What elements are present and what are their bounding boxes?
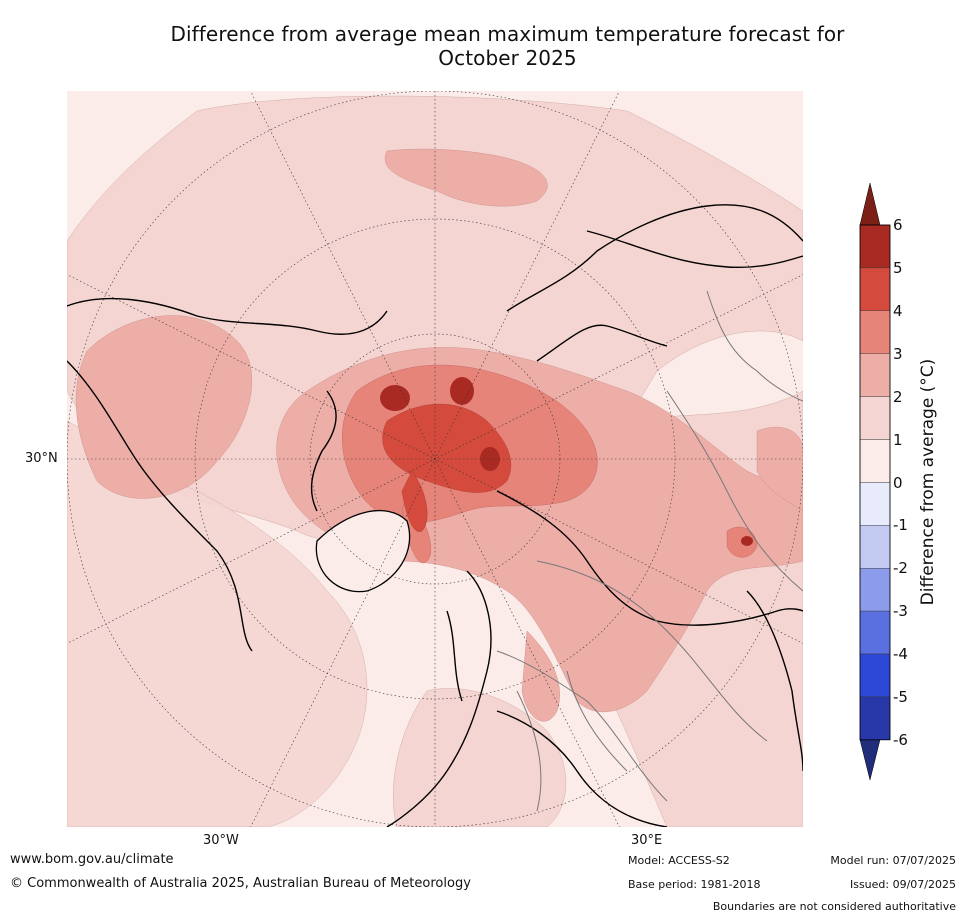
greenland-area xyxy=(315,509,411,593)
colorbar-tick-5: 5 xyxy=(893,259,903,277)
title-line-1: Difference from average mean maximum tem… xyxy=(170,22,845,46)
colorbar-tick-m4: -4 xyxy=(893,645,908,663)
colorbar-tick-1: 1 xyxy=(893,431,903,449)
colorbar-bin-m5-m4 xyxy=(859,653,891,698)
colorbar-tick-m6: -6 xyxy=(893,731,908,749)
colorbar-min-arrow xyxy=(859,739,881,781)
model-run-date: Model run: 07/07/2025 xyxy=(830,854,956,867)
colorbar-bin-m6-m5 xyxy=(859,696,891,741)
colorbar-tick-4: 4 xyxy=(893,302,903,320)
model-name: Model: ACCESS-S2 xyxy=(628,854,730,867)
colorbar-bin-5-6 xyxy=(859,224,891,269)
colorbar-tick-m1: -1 xyxy=(893,516,908,534)
forecast-map xyxy=(67,91,803,827)
colorbar-bin-m1-0 xyxy=(859,482,891,526)
boundaries-disclaimer: Boundaries are not considered authoritat… xyxy=(712,900,956,913)
colorbar-bin-4-5 xyxy=(859,267,891,312)
latitude-label-30n: 30°N xyxy=(25,451,58,466)
issued-date: Issued: 09/07/2025 xyxy=(849,878,956,891)
anomaly-band-5-6 xyxy=(380,377,753,546)
colorbar-tick-m5: -5 xyxy=(893,688,908,706)
map-title: Difference from average mean maximum tem… xyxy=(120,22,895,70)
longitude-label-30e: 30°E xyxy=(631,833,663,848)
colorbar-tick-0: 0 xyxy=(893,474,903,492)
colorbar-bin-1-2 xyxy=(859,396,891,440)
copyright-text: © Commonwealth of Australia 2025, Austra… xyxy=(10,876,471,891)
colorbar-tick-m3: -3 xyxy=(893,602,908,620)
anomaly-band-4-5 xyxy=(382,403,512,532)
longitude-label-30w: 30°W xyxy=(203,833,239,848)
colorbar xyxy=(859,182,891,781)
colorbar-bin-m4-m3 xyxy=(859,610,891,655)
colorbar-bin-m2-m1 xyxy=(859,525,891,569)
colorbar-tick-m2: -2 xyxy=(893,559,908,577)
title-line-2: October 2025 xyxy=(438,46,577,70)
colorbar-bin-m3-m2 xyxy=(859,568,891,612)
colorbar-tick-6: 6 xyxy=(893,216,903,234)
colorbar-max-arrow xyxy=(859,182,881,226)
colorbar-bin-0-1 xyxy=(859,439,891,483)
base-period: Base period: 1981-2018 xyxy=(628,878,761,891)
colorbar-bin-3-4 xyxy=(859,310,891,354)
country-borders xyxy=(496,290,803,812)
coastlines xyxy=(67,204,803,827)
colorbar-bin-2-3 xyxy=(859,353,891,397)
colorbar-tick-2: 2 xyxy=(893,388,903,406)
colorbar-title: Difference from average (°C) xyxy=(918,358,938,606)
colorbar-tick-3: 3 xyxy=(893,345,903,363)
website-link[interactable]: www.bom.gov.au/climate xyxy=(10,852,174,867)
